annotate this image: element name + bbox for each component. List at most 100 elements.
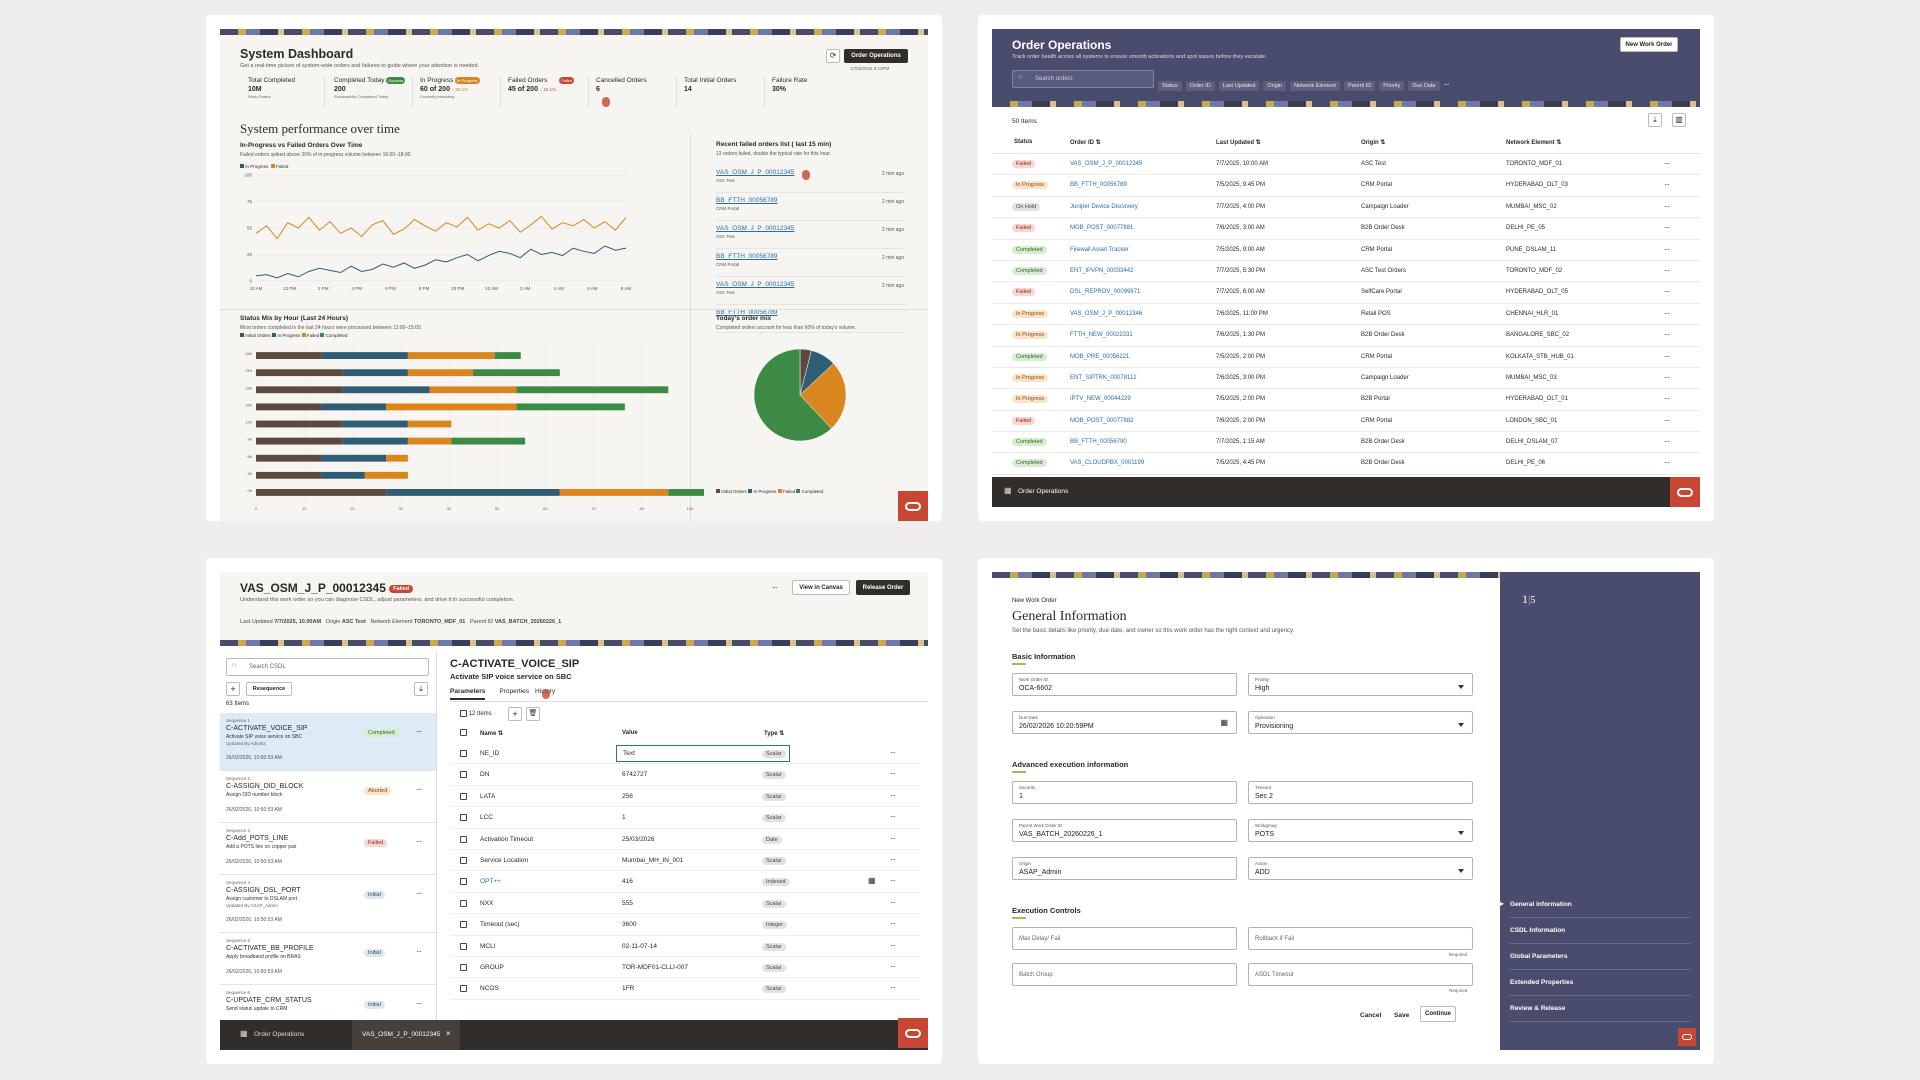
param-actions-icon[interactable]: ··· (890, 748, 896, 757)
order-id-link[interactable]: Firewall Asset Tracker (1070, 246, 1129, 253)
calendar-icon[interactable]: ▦ (1220, 718, 1228, 727)
param-actions-icon[interactable]: ··· (890, 769, 896, 779)
table-row[interactable]: Failed MOB_POST_00077882 7/6/2025, 2:00 PM… (992, 411, 1700, 433)
download-icon[interactable]: ⤓ (414, 682, 428, 696)
row-actions-icon[interactable]: ··· (1664, 372, 1670, 382)
table-row[interactable]: Completed VAS_CLOUDPBX_0001199 7/5/2025, 4… (992, 453, 1700, 475)
failed-order-item[interactable]: BB_FTTH_00056789 CRM Portal 2 min ago (716, 193, 906, 221)
failed-order-item[interactable]: BB_FTTH_00056789 CRM Portal 2 min ago (716, 249, 906, 277)
header-checkbox[interactable] (460, 729, 467, 736)
failed-order-item[interactable]: VAS_OSM_J_P_00012345 ASC Test 2 min ago (716, 277, 906, 305)
row-actions-icon[interactable]: ··· (1664, 244, 1670, 254)
filter-priority[interactable]: Priority (1379, 81, 1405, 91)
csdl-search-input[interactable]: ○ Search CSDL (226, 658, 429, 676)
row-checkbox[interactable] (460, 963, 467, 971)
failed-order-link[interactable]: VAS_OSM_J_P_00012345 (716, 281, 795, 288)
row-checkbox[interactable] (460, 942, 467, 950)
param-row[interactable]: DN 6742727 Scalar ··· (450, 764, 920, 786)
filter-network-element[interactable]: Network Element (1290, 81, 1340, 91)
row-actions-icon[interactable]: ··· (1664, 415, 1670, 425)
save-button[interactable]: Save (1394, 1012, 1410, 1019)
step-item[interactable]: CSDL Information (1510, 918, 1690, 944)
param-row[interactable]: Activation Timeout 25/03/2026 Date ··· (450, 829, 920, 850)
param-actions-icon[interactable]: ··· (890, 812, 896, 822)
row-actions-icon[interactable]: ··· (1664, 265, 1670, 275)
table-icon[interactable]: ▦ (868, 876, 876, 886)
param-row[interactable]: OPT++ 416 Indexed ··· ▦ (450, 871, 920, 893)
order-id-link[interactable]: FTTH_NEW_00022331 (1070, 332, 1133, 339)
tab-properties[interactable]: Properties (499, 688, 530, 695)
action-select[interactable]: Action ADD (1248, 857, 1473, 880)
kpi-failure-rate[interactable]: Failure Rate 30% (772, 77, 852, 93)
continue-button[interactable]: Continue (1420, 1006, 1456, 1022)
columns-icon[interactable]: ▥ (1672, 113, 1686, 127)
sequence-actions-icon[interactable]: ··· (416, 999, 422, 1008)
sequence-actions-icon[interactable]: ··· (416, 837, 422, 846)
add-param-icon[interactable]: + (508, 707, 522, 721)
step-item[interactable]: Global Parameters (1510, 944, 1690, 970)
rollback-field[interactable]: Rollback if Fail (1248, 927, 1473, 950)
row-actions-icon[interactable]: ··· (1664, 458, 1670, 468)
sequence-actions-icon[interactable]: ··· (416, 785, 422, 794)
order-id-link[interactable]: MOB_POST_00077881 (1070, 225, 1134, 232)
sequence-item[interactable]: Sequence 4 C-ASSIGN_DSL_PORT Assign custom… (220, 875, 436, 933)
param-row[interactable]: GROUP TOR-MDF01-CLLI-007 Scalar ··· (450, 957, 920, 979)
col-order-id[interactable]: Order ID ⇅ (1070, 140, 1101, 146)
priority-select[interactable]: Priority High (1248, 673, 1473, 696)
order-id-link[interactable]: VAS_OSM_J_P_00012346 (1070, 310, 1143, 317)
filter-parent-id[interactable]: Parent ID (1343, 81, 1376, 91)
param-actions-icon[interactable]: ··· (890, 876, 896, 886)
order-id-link[interactable]: MOB_POST_00077882 (1070, 417, 1134, 424)
footer-tab-active[interactable]: VAS_OSM_J_P_00012345 × (352, 1020, 460, 1050)
row-actions-icon[interactable]: ··· (1664, 394, 1670, 404)
row-checkbox[interactable] (460, 771, 467, 779)
sequence-item[interactable]: Sequence 3 C-Add_POTS_LINE Add a POTS line… (220, 823, 436, 875)
new-work-order-button[interactable]: New Work Order (1620, 37, 1678, 52)
param-row[interactable]: LATA 256 Scalar ··· (450, 786, 920, 808)
more-actions-icon[interactable]: ··· (772, 583, 778, 592)
footer-tab-order-operations[interactable]: Order Operations (254, 1031, 305, 1038)
param-row[interactable]: Service Location Mumbai_MH_IN_001 Scalar ··… (450, 850, 920, 872)
order-operations-button[interactable]: Order Operations (844, 49, 908, 63)
param-actions-icon[interactable]: ··· (890, 833, 896, 843)
oracle-logo-button[interactable] (898, 1018, 928, 1048)
param-row[interactable]: MCLI 02-11-07-14 Scalar ··· (450, 936, 920, 957)
table-row[interactable]: In Progress IPTV_NEW_00044229 7/5/2025, 2:… (992, 389, 1700, 411)
row-checkbox[interactable] (460, 985, 467, 993)
row-actions-icon[interactable]: ··· (1664, 159, 1670, 168)
param-row[interactable]: LCC 1 Scalar ··· (450, 807, 920, 829)
sequence-item[interactable]: Sequence 1 C-ACTIVATE_VOICE_SIP Activate S… (220, 713, 436, 771)
table-row[interactable]: Completed ENT_IPVPN_00033442 7/7/2025, 5:3… (992, 261, 1700, 283)
order-id-link[interactable]: MOB_PRE_00056221 (1070, 353, 1130, 360)
sequence-actions-icon[interactable]: ··· (416, 947, 422, 956)
step-item[interactable]: Review & Release (1510, 996, 1690, 1022)
due-date-field[interactable]: Due Date 26/02/2026 10:20:59PM ▦ (1012, 711, 1237, 734)
add-icon[interactable]: + (226, 682, 240, 696)
asdl-timeout-field[interactable]: ASDL Timeout (1248, 963, 1473, 986)
failed-order-item[interactable]: VAS_OSM_J_P_00012345 ASC Test 2 min ago (716, 221, 906, 249)
param-value[interactable]: Text (616, 745, 790, 762)
table-row[interactable]: On Hold Juniper Device Discovery 7/7/2025,… (992, 197, 1700, 219)
kpi-total-initial[interactable]: Total Initial Orders 14 (684, 77, 764, 93)
row-checkbox[interactable] (460, 856, 467, 864)
oracle-logo-button[interactable] (898, 491, 928, 521)
failed-order-item[interactable]: BB_FTTH_00056789 (716, 305, 906, 333)
col-last-updated[interactable]: Last Updated ⇅ (1216, 140, 1261, 146)
refresh-icon[interactable]: ⟳ (826, 49, 840, 63)
view-in-canvas-button[interactable]: View in Canvas (792, 580, 850, 595)
failed-order-link[interactable]: VAS_OSM_J_P_00012345 (716, 169, 795, 176)
kpi-in-progress[interactable]: In Progress In Progress 60 of 200 ↑ 30.1… (420, 77, 510, 99)
param-row[interactable]: NCOS 1FR Scalar ··· (450, 978, 920, 1000)
row-checkbox[interactable] (460, 899, 467, 907)
step-item[interactable]: ▸ General information (1500, 892, 1690, 918)
table-row[interactable]: Failed VAS_OSM_J_P_00012345 7/7/2025, 10:0… (992, 154, 1700, 176)
cancel-button[interactable]: Cancel (1360, 1012, 1382, 1019)
search-input[interactable]: ○ Search orders (1012, 70, 1154, 88)
table-row[interactable]: In Progress ENT_SIPTRK_00078112 7/6/2025, … (992, 368, 1700, 390)
row-actions-icon[interactable]: ··· (1664, 308, 1670, 318)
row-checkbox[interactable] (460, 921, 467, 929)
col-name[interactable]: Name ⇅ (480, 731, 504, 737)
row-actions-icon[interactable]: ··· (1664, 201, 1670, 211)
order-id-link[interactable]: ENT_SIPTRK_00078112 (1070, 374, 1137, 381)
row-checkbox[interactable] (460, 878, 467, 886)
